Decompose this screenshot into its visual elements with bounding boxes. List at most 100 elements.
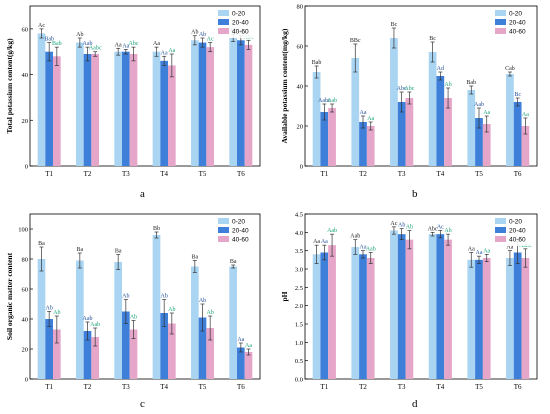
significance-label: Aab — [83, 316, 93, 322]
bar — [53, 329, 61, 379]
x-tick-label: T4 — [436, 383, 444, 391]
legend-swatch — [218, 227, 229, 233]
bar — [467, 90, 476, 166]
bar — [366, 126, 375, 166]
y-tick-label: 40 — [22, 72, 29, 79]
bar — [45, 51, 53, 166]
significance-label: Aab — [474, 102, 484, 108]
y-tick-label: 0.0 — [295, 377, 303, 384]
bar — [444, 239, 452, 379]
significance-label: Ab — [130, 315, 137, 321]
bar — [351, 58, 360, 166]
significance-label: Bb — [153, 226, 160, 232]
significance-label: Bab — [44, 37, 54, 43]
y-tick-label: 1.5 — [295, 322, 303, 329]
panel-letter-b: b — [412, 188, 418, 200]
bar — [191, 40, 199, 166]
significance-label: Abc — [428, 226, 438, 232]
legend-swatch — [495, 236, 506, 242]
bar — [320, 112, 329, 166]
bar — [405, 98, 414, 166]
chart-panel-b: 0 20 40 60 80 Available potassium content(mg/… — [280, 4, 538, 178]
bar — [206, 328, 214, 379]
legend-label: 40-60 — [509, 29, 526, 36]
x-tick-label: T4 — [436, 170, 444, 178]
x-tick-label: T4 — [160, 170, 168, 178]
bar — [390, 38, 398, 166]
significance-label: Aa — [168, 48, 175, 54]
significance-label: Aab — [90, 322, 100, 328]
x-tick-label: T2 — [359, 170, 367, 178]
bar — [467, 259, 476, 379]
significance-label: Aab — [83, 41, 93, 47]
significance-label: Aa — [360, 245, 367, 251]
x-tick-label: T6 — [514, 170, 522, 178]
legend-label: 0-20 — [232, 11, 245, 18]
chart-panel-c: 0 20 40 60 80 100 Soil organic matter content T… — [5, 213, 261, 391]
x-tick-label: T1 — [320, 170, 328, 178]
legend-swatch — [218, 236, 229, 242]
y-axis-label: Soil organic matter content — [5, 252, 14, 340]
bar — [328, 108, 336, 166]
bar — [513, 102, 522, 166]
significance-label: Aa — [483, 110, 490, 116]
plot-frame — [29, 213, 261, 380]
significance-label: Aa — [360, 110, 367, 116]
significance-label: Ab — [444, 228, 451, 234]
legend-label: 20-40 — [232, 20, 249, 27]
bar — [83, 331, 92, 379]
significance-label: Ab — [199, 298, 206, 304]
significance-label: Aab — [350, 234, 360, 240]
legend-label: 0-20 — [509, 11, 522, 18]
y-tick-label: 1.0 — [295, 340, 303, 347]
bar — [53, 56, 61, 166]
legend-swatch — [495, 10, 506, 16]
legend-swatch — [218, 10, 229, 16]
legend-label: 0-20 — [509, 219, 522, 226]
bar — [444, 98, 452, 166]
significance-label: Bab — [52, 41, 62, 47]
significance-label: Aa — [506, 245, 513, 251]
significance-label: BBc — [350, 38, 361, 44]
bar — [428, 52, 437, 166]
significance-label: Ab — [53, 310, 60, 316]
bar — [37, 259, 46, 379]
bar — [129, 54, 138, 166]
significance-label: Ab — [45, 306, 52, 312]
y-axis-label: Total potassium content(g/kg) — [5, 38, 14, 134]
legend-label: 20-40 — [509, 228, 526, 235]
significance-label: Ab — [199, 32, 206, 38]
y-axis-label: Available potassium content(mg/kg) — [280, 28, 289, 143]
bar — [436, 234, 445, 379]
y-tick-label: 3.5 — [295, 248, 303, 255]
x-tick-label: T3 — [122, 383, 130, 391]
bar — [45, 319, 53, 379]
bar — [513, 252, 522, 379]
panel-letter-c: c — [140, 398, 145, 410]
bar — [436, 76, 445, 166]
significance-label: Aa — [122, 43, 129, 49]
x-tick-label: T3 — [122, 170, 130, 178]
legend-label: 40-60 — [232, 237, 249, 244]
bar — [122, 51, 130, 166]
bar — [229, 38, 237, 166]
bar — [237, 347, 245, 379]
bar — [482, 124, 491, 166]
bar — [198, 317, 207, 379]
bar — [312, 72, 321, 166]
bar — [506, 74, 514, 166]
significance-label: Aa — [321, 239, 328, 245]
significance-label: Ab — [191, 30, 198, 36]
bar — [206, 47, 214, 167]
bar — [91, 54, 99, 166]
x-tick-label: T3 — [398, 170, 406, 178]
x-tick-label: T2 — [359, 383, 367, 391]
x-tick-label: T1 — [45, 383, 53, 391]
legend-label: 40-60 — [509, 237, 526, 244]
bar — [359, 122, 367, 166]
significance-label: Ba — [76, 247, 83, 253]
significance-label: Bc — [514, 92, 521, 98]
significance-label: Ab — [168, 307, 175, 313]
x-tick-label: T4 — [160, 383, 168, 391]
